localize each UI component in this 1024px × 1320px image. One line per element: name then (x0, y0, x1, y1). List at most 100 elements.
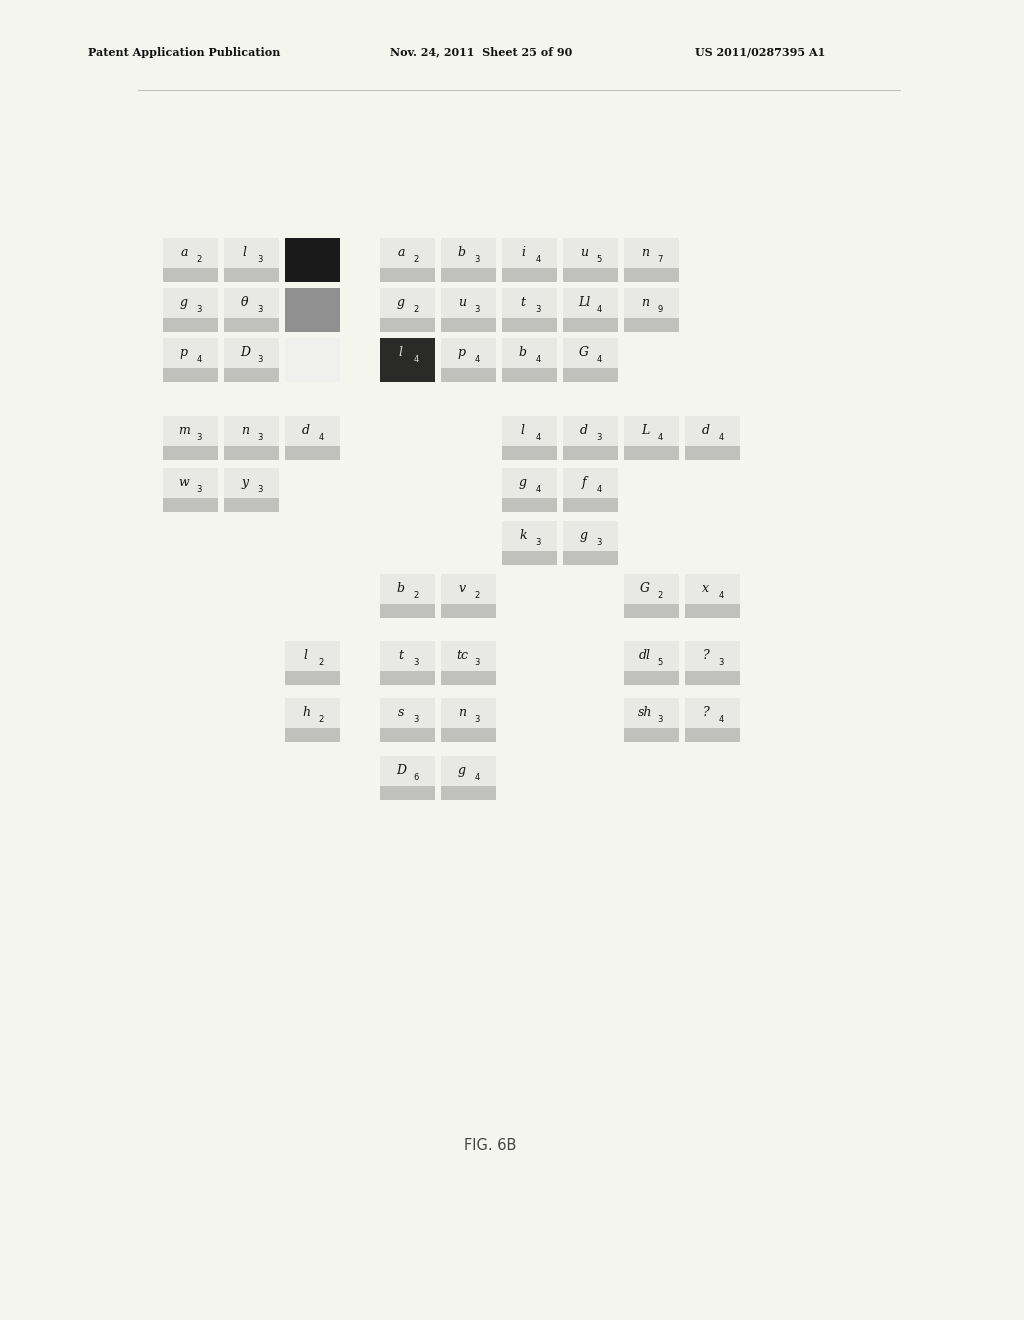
Text: 2: 2 (657, 591, 663, 601)
Text: 4: 4 (475, 355, 480, 364)
Text: 4: 4 (536, 355, 541, 364)
Text: b: b (519, 346, 527, 359)
Text: d: d (302, 424, 310, 437)
Bar (502, 238, 557, 268)
Bar (163, 446, 218, 459)
Bar (502, 498, 557, 512)
Bar (563, 338, 618, 368)
Bar (624, 698, 679, 727)
Bar (502, 550, 557, 565)
Text: 3: 3 (474, 715, 480, 725)
Bar (380, 238, 435, 268)
Bar (685, 416, 740, 446)
Bar (441, 698, 496, 727)
Bar (502, 416, 557, 446)
Text: 2: 2 (318, 715, 324, 725)
Text: 4: 4 (719, 715, 724, 725)
Bar (685, 446, 740, 459)
Bar (163, 268, 218, 282)
Text: n: n (641, 246, 649, 259)
Bar (624, 318, 679, 333)
Text: θ: θ (241, 296, 249, 309)
Bar (224, 318, 279, 333)
Bar (502, 338, 557, 368)
Bar (624, 671, 679, 685)
Bar (563, 550, 618, 565)
Text: 3: 3 (474, 659, 480, 668)
Text: 4: 4 (597, 486, 602, 495)
Bar (380, 698, 435, 727)
Bar (380, 268, 435, 282)
Text: D: D (240, 346, 250, 359)
Text: 4: 4 (597, 305, 602, 314)
Bar (163, 288, 218, 318)
Text: k: k (519, 529, 526, 543)
Bar (224, 498, 279, 512)
Text: a: a (397, 246, 404, 259)
Text: t: t (520, 296, 525, 309)
Text: Ll: Ll (578, 296, 590, 309)
Bar (441, 727, 496, 742)
Bar (563, 268, 618, 282)
Text: sh: sh (638, 706, 652, 719)
Text: g: g (397, 296, 404, 309)
Bar (685, 574, 740, 605)
Text: n: n (458, 706, 466, 719)
Bar (285, 238, 340, 282)
Text: 4: 4 (536, 255, 541, 264)
Text: 2: 2 (414, 305, 419, 314)
Bar (441, 785, 496, 800)
Bar (163, 368, 218, 381)
Bar (502, 268, 557, 282)
Text: dl: dl (639, 649, 651, 661)
Text: 3: 3 (536, 539, 541, 548)
Text: Nov. 24, 2011  Sheet 25 of 90: Nov. 24, 2011 Sheet 25 of 90 (390, 46, 572, 58)
Bar (224, 338, 279, 368)
Bar (285, 446, 340, 459)
Text: n: n (241, 424, 249, 437)
Bar (624, 288, 679, 318)
Text: L: L (641, 424, 649, 437)
Text: 2: 2 (414, 591, 419, 601)
Text: 7: 7 (657, 255, 663, 264)
Bar (285, 416, 340, 446)
Bar (380, 756, 435, 785)
Bar (441, 574, 496, 605)
Text: 3: 3 (536, 305, 541, 314)
Bar (502, 469, 557, 498)
Bar (502, 446, 557, 459)
Text: 3: 3 (414, 715, 419, 725)
Text: m: m (178, 424, 189, 437)
Text: d: d (580, 424, 588, 437)
Text: x: x (702, 582, 710, 595)
Bar (285, 288, 340, 333)
Bar (624, 268, 679, 282)
Bar (380, 288, 435, 318)
Bar (441, 671, 496, 685)
Text: ?: ? (702, 706, 710, 719)
Text: ?: ? (702, 649, 710, 661)
Bar (502, 318, 557, 333)
Text: 4: 4 (414, 355, 419, 364)
Text: l: l (521, 424, 525, 437)
Text: g: g (580, 529, 588, 543)
Bar (380, 318, 435, 333)
Bar (285, 727, 340, 742)
Text: 3: 3 (258, 486, 263, 495)
Bar (224, 446, 279, 459)
Bar (624, 605, 679, 618)
Bar (224, 288, 279, 318)
Bar (380, 574, 435, 605)
Text: v: v (459, 582, 466, 595)
Text: b: b (397, 582, 404, 595)
Bar (441, 605, 496, 618)
Text: FIG. 6B: FIG. 6B (464, 1138, 516, 1152)
Bar (380, 642, 435, 671)
Text: t: t (398, 649, 403, 661)
Text: l: l (243, 246, 247, 259)
Bar (502, 368, 557, 381)
Bar (624, 574, 679, 605)
Text: 3: 3 (258, 355, 263, 364)
Text: 4: 4 (197, 355, 202, 364)
Text: a: a (180, 246, 187, 259)
